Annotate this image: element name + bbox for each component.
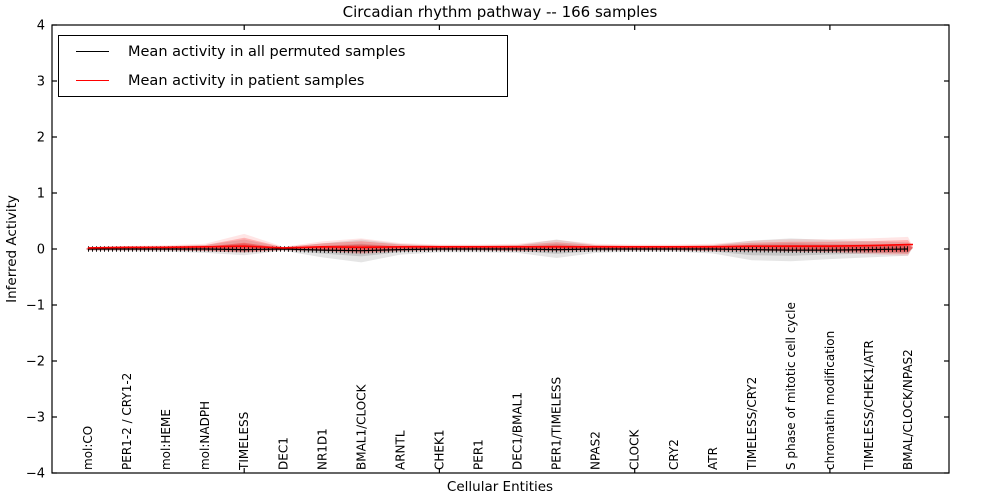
x-tick-label: NR1D1 <box>315 428 329 470</box>
x-tick-label: CLOCK <box>628 429 642 470</box>
y-tick-label: 1 <box>37 187 45 202</box>
x-tick-label: DEC1/BMAL1 <box>511 392 525 470</box>
patient-line-swatch <box>76 80 109 81</box>
x-axis-label: Cellular Entities <box>447 479 553 495</box>
x-tick-label: CRY2 <box>667 439 681 470</box>
x-tick-label: DEC1 <box>276 437 290 470</box>
legend-entry-permuted: Mean activity in all permuted samples <box>59 38 507 65</box>
x-tick-label: BMAL/CLOCK/NPAS2 <box>901 349 915 470</box>
y-axis-label: Inferred Activity <box>4 195 20 303</box>
legend: Mean activity in all permuted samples Me… <box>58 35 508 97</box>
x-tick-label: TIMELESS <box>237 412 251 471</box>
x-tick-label: mol:NADPH <box>198 401 212 470</box>
x-tick-label: mol:HEME <box>159 409 173 470</box>
y-tick-label: 3 <box>37 75 45 90</box>
y-tick-label: −3 <box>26 411 45 426</box>
x-tick-label: PER1 <box>472 439 486 470</box>
permuted-envelope-inner <box>86 243 913 257</box>
x-tick-label: mol:CO <box>81 426 95 470</box>
x-tick-label: S phase of mitotic cell cycle <box>784 302 798 470</box>
permuted-line-swatch <box>76 51 109 52</box>
x-tick-label: TIMELESS/CRY2 <box>745 377 759 471</box>
permuted-mean-line <box>88 248 909 252</box>
patient-mean-line <box>87 243 913 249</box>
y-tick-label: 2 <box>37 131 45 146</box>
x-tick-label: ARNTL <box>393 430 407 470</box>
x-tick-label: ATR <box>706 447 720 470</box>
y-tick-label: 4 <box>37 19 45 34</box>
mean-lines <box>87 243 913 254</box>
x-tick-label: PER1/TIMELESS <box>550 377 564 470</box>
chart-title: Circadian rhythm pathway -- 166 samples <box>343 3 658 21</box>
y-tick-label: −1 <box>26 299 45 314</box>
x-tick-label: chromatin modification <box>823 331 837 470</box>
legend-label: Mean activity in all permuted samples <box>128 43 406 60</box>
x-tick-label: CHEK1 <box>432 430 446 471</box>
x-tick-label: BMAL1/CLOCK <box>354 383 368 470</box>
legend-label: Mean activity in patient samples <box>128 72 365 89</box>
tick-labels: −4 −3 −2 −1 0 1 2 3 4 mol:CO PER1-2 / CRY1-2 mol:HE… <box>26 19 915 482</box>
x-tick-label: TIMELESS/CHEK1/ATR <box>862 340 876 471</box>
y-tick-label: −4 <box>26 467 45 482</box>
axis-ticks <box>52 24 949 474</box>
legend-entry-patient: Mean activity in patient samples <box>59 67 507 94</box>
permuted-envelope-outer <box>86 238 913 263</box>
x-tick-label: NPAS2 <box>589 431 603 470</box>
y-tick-label: 0 <box>37 243 45 258</box>
x-tick-label: PER1-2 / CRY1-2 <box>120 373 134 470</box>
y-tick-label: −2 <box>26 355 45 370</box>
